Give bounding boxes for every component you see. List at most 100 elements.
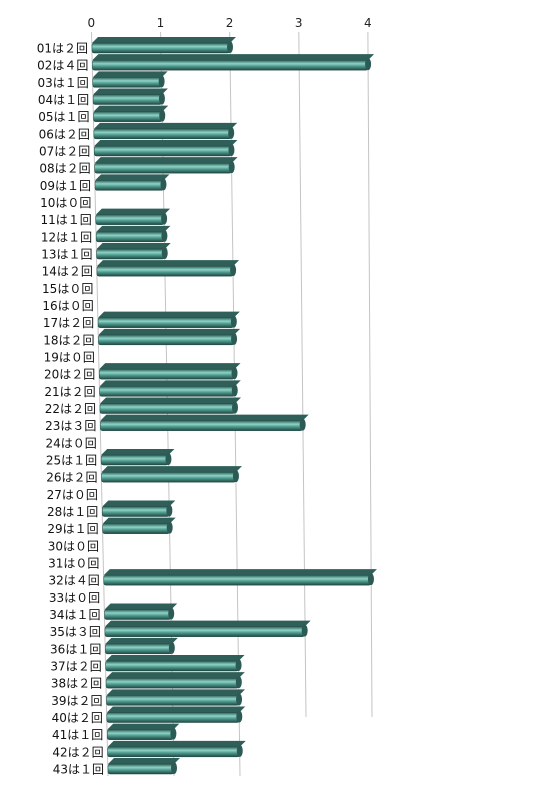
bar [92,59,369,71]
bar-cap [168,641,175,654]
category-label: 20は２回 [44,368,95,382]
category-label: 28は１回 [47,505,98,519]
bar-cap [299,418,306,431]
category-labels: 01は２回 02は４回 03は１回 04は１回 05は１回 06は２回 07は２回 08は２回… [37,42,104,777]
bar [106,712,240,723]
category-label: 01は２回 [37,42,88,56]
gridline [298,31,307,718]
bar [96,265,234,277]
category-label: 18は２回 [43,333,94,347]
category-label: 16は０回 [42,299,93,313]
bar-top [108,758,180,764]
gridline [367,31,373,718]
bar-cap [168,607,175,620]
category-label: 07は２回 [39,145,90,159]
category-label: 27は０回 [47,488,98,502]
bar-top [99,363,241,370]
bar-top [107,723,180,730]
category-label: 03は１回 [37,76,88,90]
bar-cap [166,521,173,534]
bar-top [104,620,311,627]
bar-cap [367,573,374,586]
bar-top [99,380,241,387]
bar [92,94,163,105]
bar [102,506,170,517]
bar [98,368,235,380]
bar [105,643,173,655]
category-label: 32は４回 [49,574,100,588]
category-label: 35は３回 [50,625,101,639]
bar [94,180,164,191]
category-label: 30は０回 [48,539,99,553]
bar-top [102,517,176,524]
category-label: 36は１回 [50,642,101,656]
category-label: 10は０回 [40,196,91,210]
x-tick-label: 2 [226,16,234,30]
bar-cap [160,178,167,191]
bar-top [94,157,238,164]
bar [96,248,165,260]
bar-top [96,260,240,267]
bar-cap [170,727,177,740]
bar-top [105,637,178,644]
bar-cap [158,92,165,105]
bar-top [103,569,377,576]
category-label: 33は０回 [49,591,100,605]
category-label: 41は１回 [52,728,103,742]
category-label: 06は２回 [39,127,90,141]
bars [91,37,377,775]
bar-top [93,105,169,112]
category-label: 13は１回 [41,248,92,262]
bar-top [106,706,246,713]
bar-cap [236,693,243,706]
bar-cap [165,453,172,465]
category-label: 25は１回 [46,454,97,468]
category-label: 14は２回 [42,265,93,279]
bar-top [105,655,245,661]
category-label: 04は１回 [38,93,89,107]
bar-top [93,122,238,129]
bar [107,763,175,775]
bar-top [95,208,171,215]
bar-top [100,397,241,404]
bar-top [101,449,175,455]
category-label: 11は１回 [41,213,92,227]
bar [106,695,240,706]
bar [103,574,372,586]
x-tick-label: 1 [157,16,165,30]
bar-cap [365,58,372,71]
bar [97,317,235,328]
bar [92,77,162,88]
category-label: 21は２回 [44,385,95,399]
bar [94,145,232,157]
category-label: 22は２回 [45,402,96,416]
bar-cap [231,367,238,380]
bar-cap [161,212,168,225]
category-label: 09は１回 [40,179,91,193]
bar [95,231,165,243]
bar [100,420,303,431]
category-label: 38は２回 [51,677,102,691]
bar-cap [227,41,233,53]
bar [102,523,170,534]
category-label: 31は０回 [48,557,99,571]
bar-cap [301,624,308,637]
bar-cap [228,161,235,174]
bar-cap [236,710,243,723]
bar [93,111,163,122]
bar-top [96,225,171,232]
bar-cap [231,332,238,345]
category-label: 05は１回 [38,110,89,124]
bar [93,128,232,140]
bar-cap [232,470,239,483]
category-label: 26は２回 [46,471,97,485]
bar-cap [236,744,243,757]
bar-cap [228,126,235,139]
bar [106,729,174,740]
bar [94,162,232,174]
bar-cap [230,315,237,328]
bar-top [96,243,171,249]
bar [104,609,172,620]
category-label: 39は２回 [51,694,102,708]
